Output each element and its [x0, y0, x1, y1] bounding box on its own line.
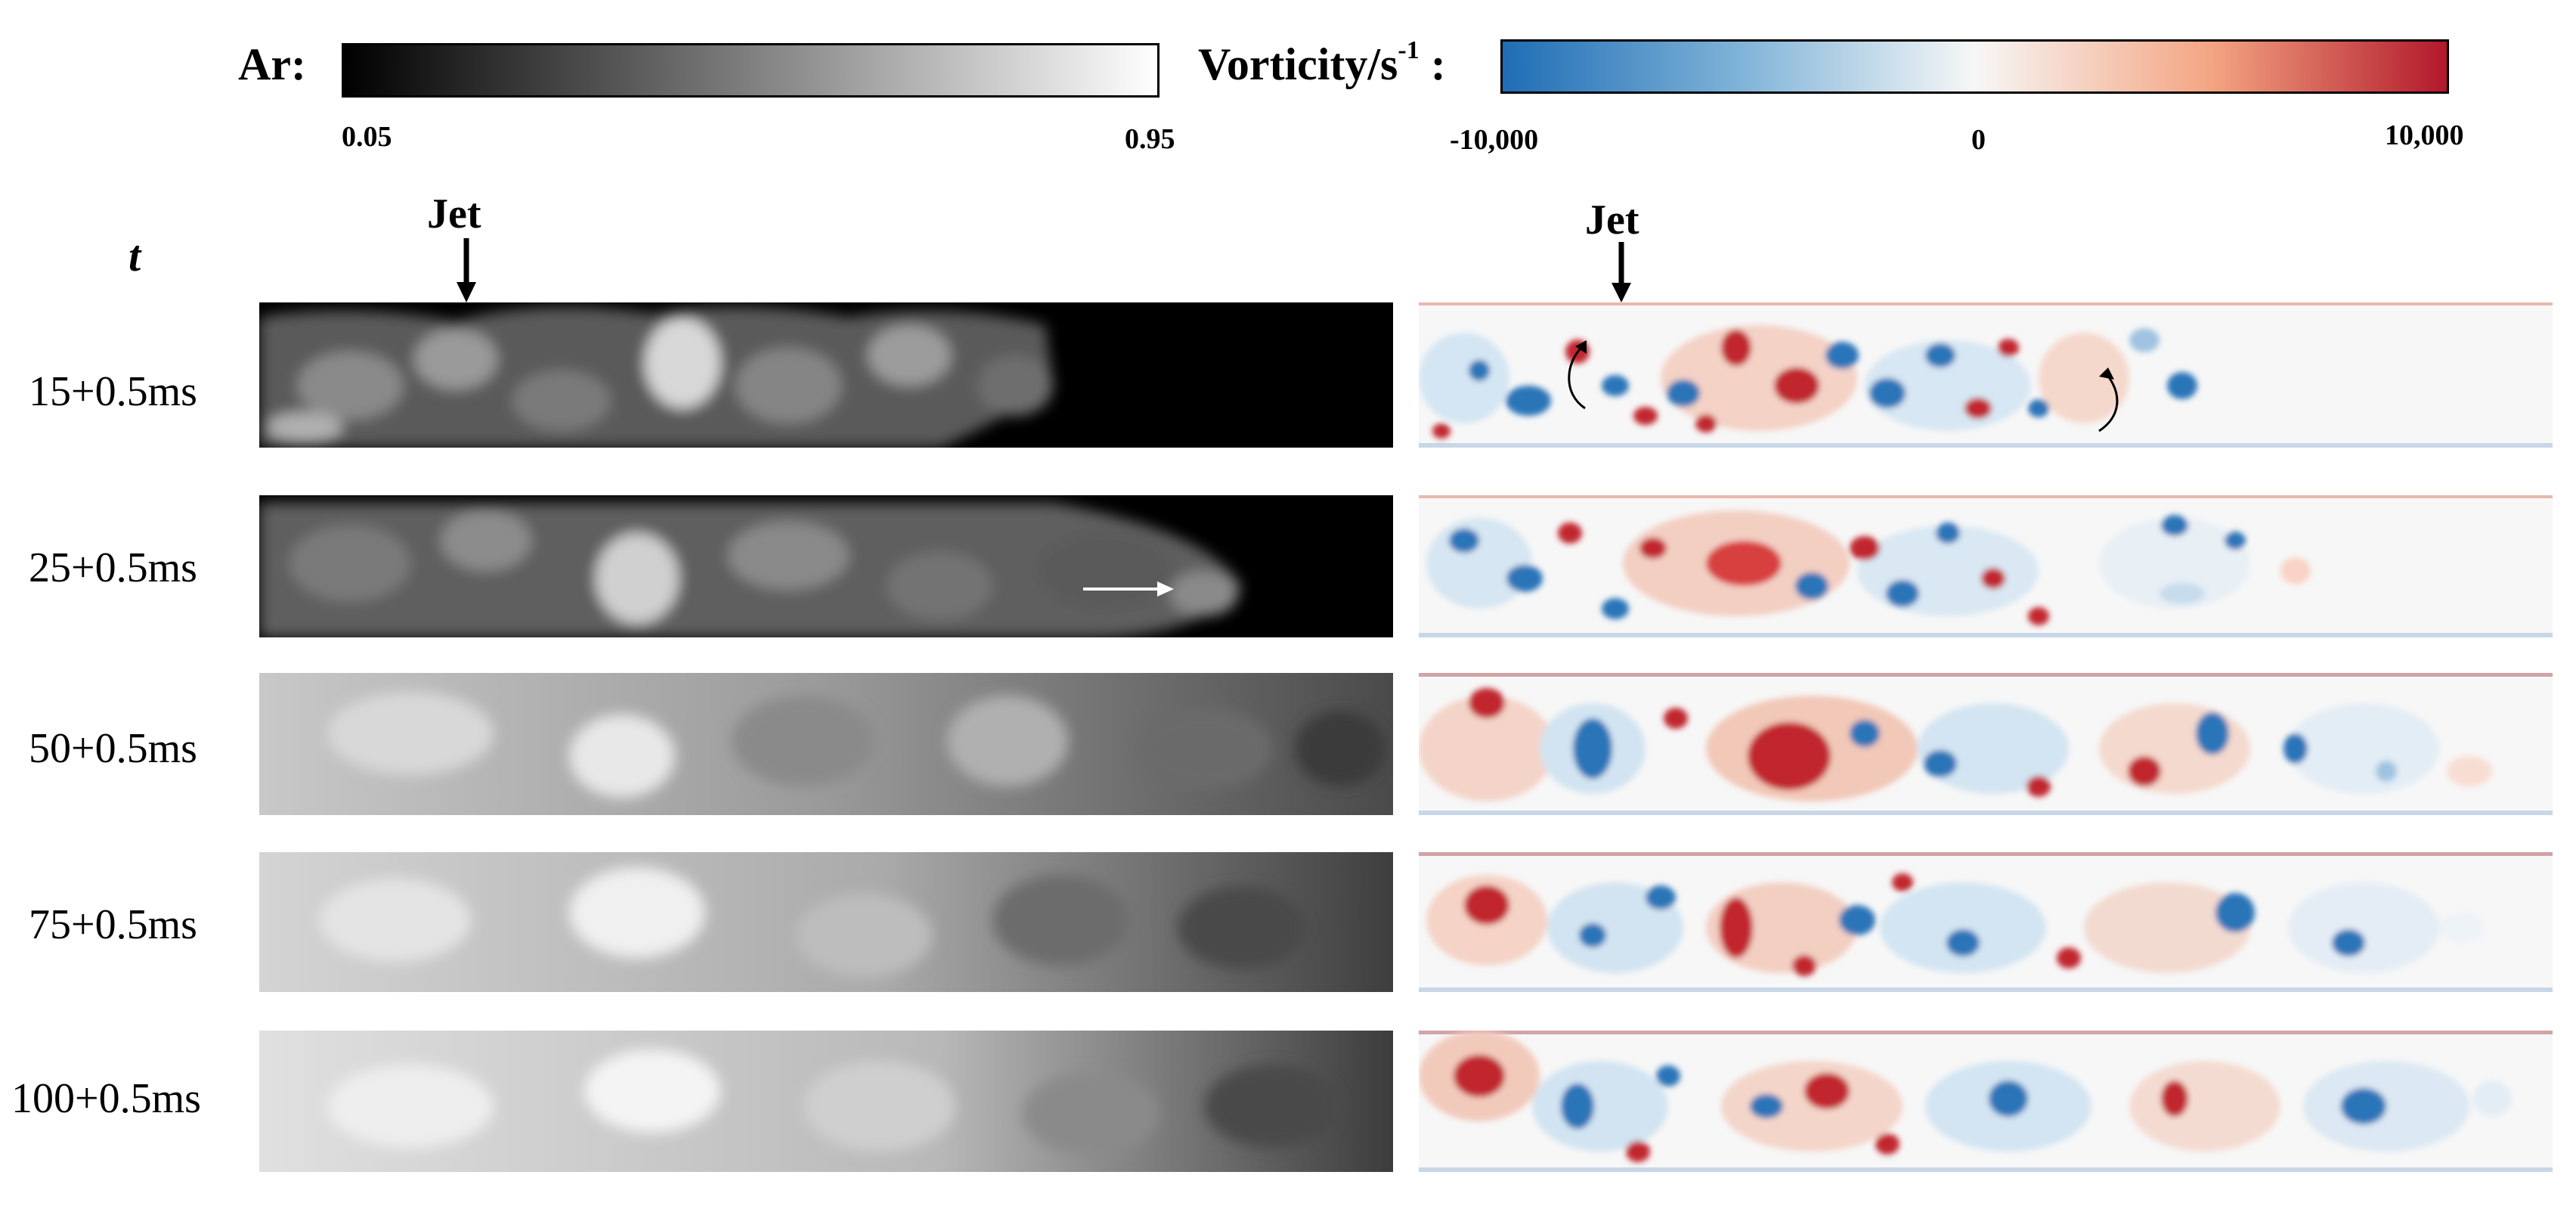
- ar-colorbar-label: Ar:: [238, 39, 306, 89]
- jet-label-right: Jet: [1585, 197, 1639, 243]
- vorticity-field-panel-row-5: [1419, 1031, 2553, 1172]
- ar-field-panel-row-1: [259, 302, 1393, 448]
- time-label-row-2: 25+0.5ms: [29, 544, 197, 591]
- vorticity-field-panel-row-1: [1419, 302, 2553, 448]
- vorticity-colorbar: [1500, 39, 2449, 94]
- vorticity-label-text: Vorticity/s: [1198, 39, 1398, 89]
- ar-colorbar-max: 0.95: [1125, 123, 1175, 155]
- vorticity-colorbar-min: -10,000: [1450, 124, 1539, 156]
- vorticity-label-exponent: -1: [1398, 36, 1420, 64]
- ar-field-panel-row-4: [259, 852, 1393, 992]
- time-label-row-3: 50+0.5ms: [29, 725, 197, 772]
- vorticity-colorbar-mid: 0: [1971, 124, 1986, 156]
- vorticity-colorbar-label: Vorticity/s-1 :: [1198, 36, 1446, 89]
- vorticity-field-panel-row-2: [1419, 495, 2553, 637]
- vorticity-field-panel-row-3: [1419, 673, 2553, 815]
- ar-field-panel-row-2: [259, 495, 1393, 637]
- time-label-row-4: 75+0.5ms: [29, 901, 197, 948]
- time-label-row-5: 100+0.5ms: [11, 1075, 201, 1122]
- ar-colorbar: [342, 43, 1160, 98]
- time-label-row-1: 15+0.5ms: [29, 368, 197, 415]
- ar-field-panel-row-5: [259, 1031, 1393, 1172]
- jet-arrow-right: [1612, 242, 1631, 302]
- ar-field-panel-row-3: [259, 673, 1393, 815]
- jet-arrow-left: [457, 238, 476, 302]
- vorticity-colorbar-max: 10,000: [2385, 119, 2464, 151]
- vorticity-label-colon: :: [1419, 39, 1446, 89]
- ar-colorbar-min: 0.05: [342, 121, 392, 153]
- time-column-header: t: [128, 231, 141, 281]
- jet-label-left: Jet: [427, 191, 481, 237]
- vorticity-field-panel-row-4: [1419, 852, 2553, 992]
